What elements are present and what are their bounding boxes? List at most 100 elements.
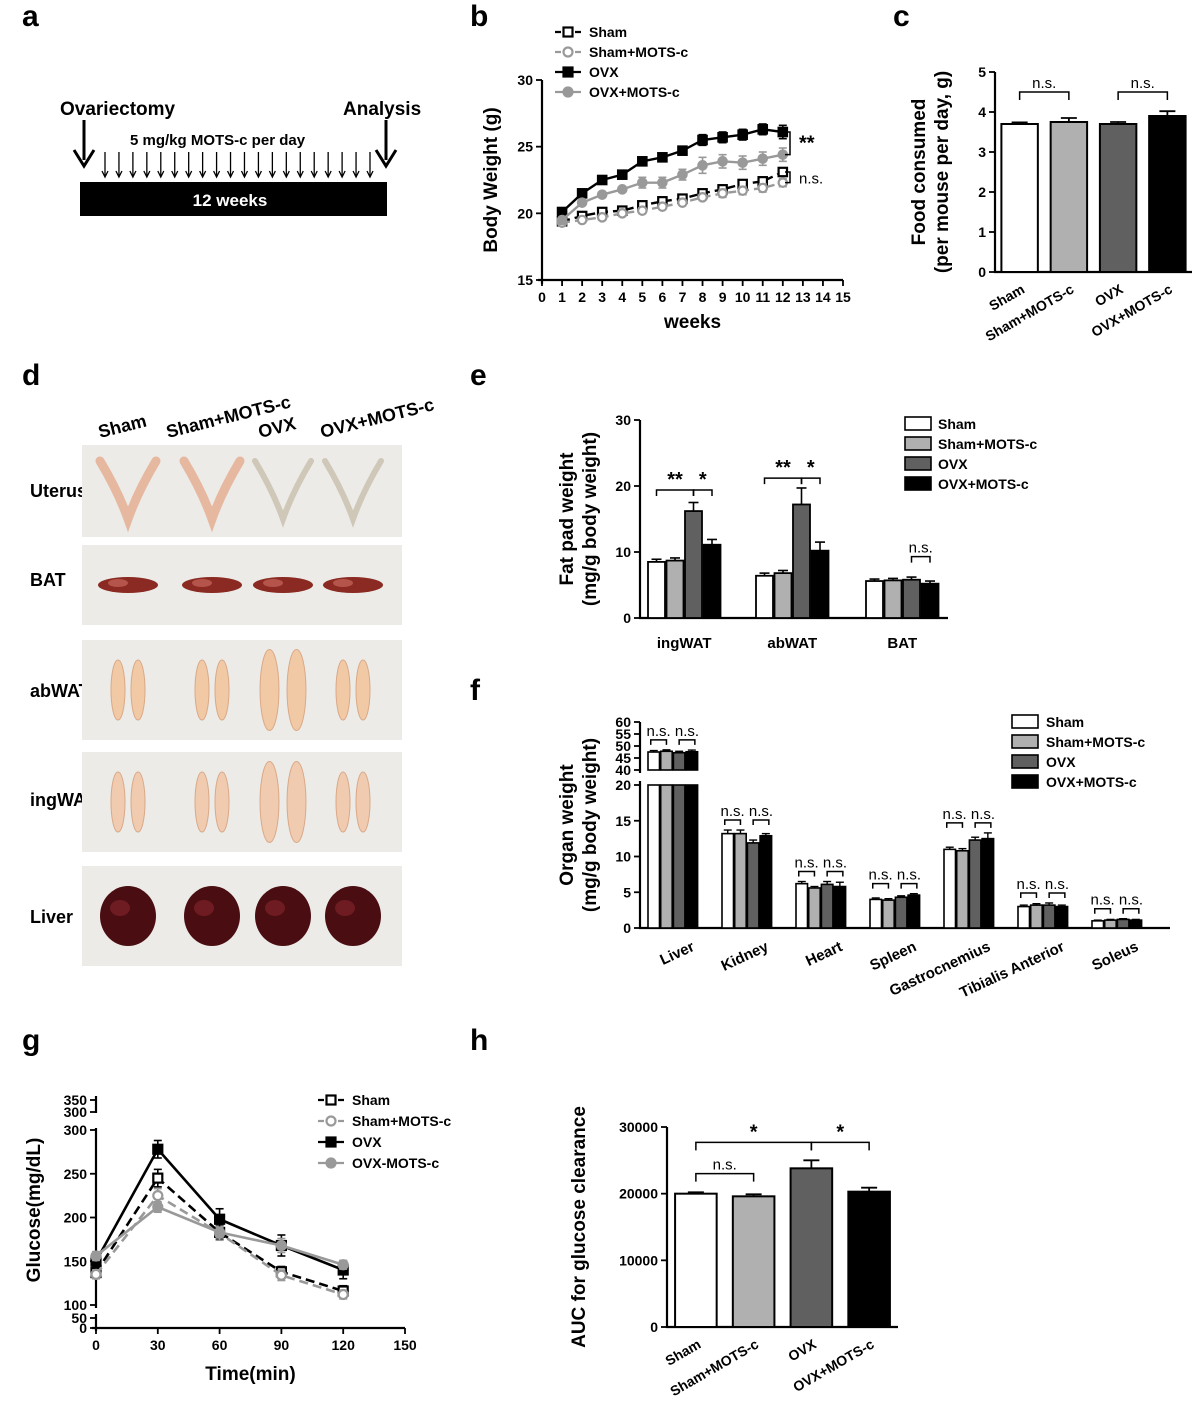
- legend-label: OVX+MOTS-c: [589, 84, 680, 100]
- y-tick-label: 45: [615, 750, 631, 766]
- y-axis-label-line: Fat pad weight: [557, 452, 578, 586]
- data-point: [616, 208, 628, 219]
- liver-tissue-highlight: [265, 900, 285, 916]
- y-tick-label: 50: [71, 1310, 87, 1326]
- legend-label: OVX: [1046, 754, 1076, 770]
- y-tick-label: 20: [615, 777, 631, 793]
- bracket-line: [1117, 91, 1169, 100]
- series-ovx-mots-c: [556, 147, 789, 226]
- x-axis-label: weeks: [663, 312, 721, 333]
- data-point: [90, 1268, 102, 1280]
- data-point: [152, 1172, 164, 1184]
- daily-dose-arrowhead: [143, 170, 151, 179]
- data-point: [152, 1190, 164, 1202]
- x-tick-label: 12: [775, 289, 791, 305]
- bar-kidney-2: [746, 842, 760, 929]
- significance-label: n.s.: [943, 806, 967, 823]
- uterus-tissue: [179, 456, 245, 533]
- y-tick-label: 0: [978, 264, 986, 280]
- legend-marker: [562, 66, 574, 78]
- daily-dose-arrowhead: [240, 170, 249, 179]
- y-axis-label-line: (per mouse per day, g): [932, 71, 953, 273]
- daily-dose-arrowhead: [171, 170, 179, 179]
- timeline-right-label: Analysis: [343, 99, 421, 120]
- bracket-line: [692, 489, 713, 496]
- y-tick-label: 55: [615, 726, 631, 742]
- panel-label-f: f: [470, 674, 481, 707]
- liver-tissue-highlight: [335, 900, 355, 916]
- data-point: [637, 177, 648, 188]
- bar-heart-3: [833, 885, 847, 929]
- fat-pad-left: [259, 649, 280, 731]
- y-axis-label: AUC for glucose clearance: [569, 1106, 590, 1348]
- data-point: [717, 156, 728, 167]
- photo-abwat: [82, 640, 402, 740]
- bar-spleen-2: [894, 896, 908, 929]
- x-tick-label: BAT: [887, 635, 917, 652]
- significance-label: n.s.: [971, 806, 995, 823]
- bracket-line: [1094, 907, 1112, 914]
- significance-label: n.s.: [675, 723, 699, 740]
- significance-bracket: n.s.: [695, 1157, 755, 1182]
- bracket-line: [785, 171, 791, 184]
- significance-label: *: [699, 469, 707, 491]
- x-tick-label: 0: [92, 1337, 100, 1353]
- bar-gastrocnemius-2: [968, 839, 982, 929]
- significance-bracket: *: [800, 457, 821, 485]
- data-point: [576, 197, 588, 208]
- y-tick-label: 150: [64, 1253, 88, 1269]
- bracket-line: [1048, 892, 1066, 898]
- x-tick-label: 6: [659, 289, 667, 305]
- fat-pad-left: [194, 659, 210, 721]
- x-tick-label: 7: [679, 289, 687, 305]
- fat-pad-left: [110, 771, 126, 833]
- bar-soleus-2: [1116, 918, 1130, 929]
- legend-marker: [562, 26, 574, 38]
- significance-label: **: [667, 469, 683, 491]
- bracket-line: [695, 1141, 813, 1151]
- significance-bracket: n.s.: [1091, 892, 1115, 914]
- data-point: [596, 174, 608, 186]
- fat-pad-right: [214, 771, 230, 833]
- data-point: [677, 197, 688, 208]
- y-axis-label-line: (mg/g body weight): [580, 738, 601, 912]
- bar-spleen-1: [881, 899, 896, 929]
- bar-ovx-mots-c: [1148, 115, 1187, 273]
- legend-entry: Sham: [318, 1092, 390, 1108]
- bracket-line: [872, 882, 890, 889]
- fat-pad-left: [259, 761, 280, 843]
- daily-dose-arrowhead: [129, 170, 137, 179]
- series-sham: [556, 166, 789, 227]
- y-tick-label: 10000: [619, 1252, 658, 1268]
- data-point: [275, 1269, 287, 1281]
- legend-label: Sham: [589, 24, 627, 40]
- data-point: [717, 132, 728, 143]
- bracket-line: [1018, 91, 1070, 100]
- bat-tissue: [253, 577, 313, 593]
- body-weight-chart: 0 1 2 3 4 5 6 7 8 9 10 11 12 13 14 1515202530weeksBody …: [481, 24, 851, 333]
- bar-upper-liver-3: [685, 750, 699, 771]
- significance-label: n.s.: [909, 540, 933, 557]
- bar-sham: [674, 1192, 718, 1328]
- bar-gastrocnemius-0: [943, 848, 957, 929]
- bracket-line: [946, 822, 964, 828]
- data-point: [152, 1143, 164, 1155]
- bar-lower-liver-2: [672, 784, 686, 929]
- bar-sham-mots-c: [731, 1195, 776, 1329]
- timeline-dose-label: 5 mg/kg MOTS-c per day: [130, 132, 306, 149]
- y-axis-label: Body Weight (g): [481, 107, 502, 252]
- significance-bracket: n.s.: [897, 867, 921, 889]
- bar-lower-liver-3: [685, 784, 699, 929]
- liver-tissue: [325, 886, 381, 946]
- bar-gastrocnemius-1: [955, 849, 970, 929]
- significance-bracket: n.s.: [795, 855, 819, 877]
- significance-bracket: **: [785, 131, 815, 156]
- significance-label: n.s.: [799, 170, 823, 187]
- bar-bat-sham-mots-c: [883, 579, 903, 619]
- significance-label: n.s.: [823, 855, 847, 872]
- significance-label: n.s.: [713, 1157, 737, 1174]
- significance-bracket: n.s.: [823, 855, 847, 877]
- bar-ingwat-ovx-mots-c: [702, 543, 722, 619]
- x-tick-label: Soleus: [1089, 938, 1141, 974]
- liver-tissue-highlight: [194, 900, 214, 916]
